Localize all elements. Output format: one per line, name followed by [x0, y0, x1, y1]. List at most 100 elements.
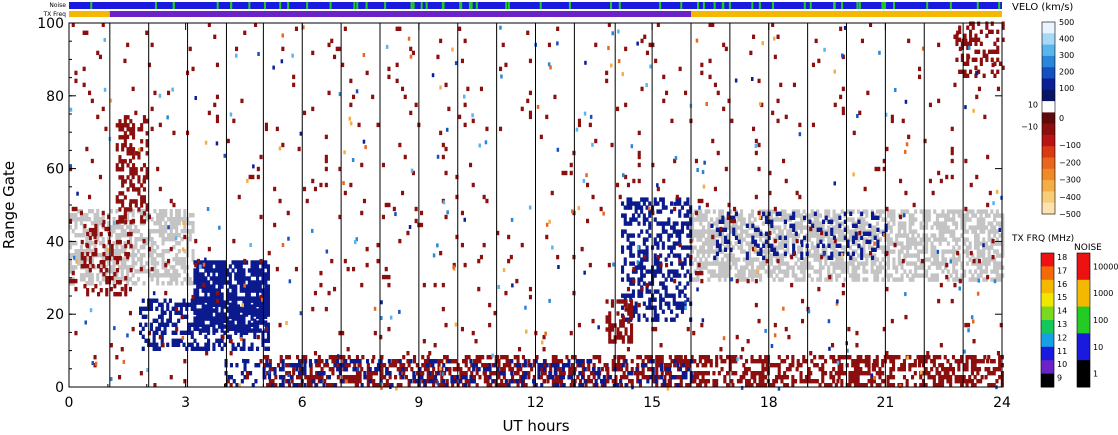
scatter-cell	[228, 326, 232, 331]
scatter-cell	[832, 233, 836, 238]
scatter-cell	[521, 355, 525, 360]
scatter-cell	[74, 213, 78, 218]
scatter-cell	[139, 253, 143, 258]
scatter-cell	[706, 355, 710, 360]
scatter-cell	[105, 292, 109, 297]
scatter-cell	[773, 247, 777, 252]
scatter-cell	[334, 355, 338, 360]
scatter-cell	[935, 265, 939, 270]
scatter-cell	[984, 209, 988, 214]
scatter-cell	[853, 367, 857, 372]
scatter-cell	[426, 375, 430, 380]
scatter-cell	[794, 209, 798, 214]
scatter-cell	[220, 260, 224, 265]
scatter-cell	[234, 346, 238, 351]
scatter-cell	[974, 65, 978, 70]
scatter-cell	[878, 213, 882, 218]
scatter-cell	[762, 243, 766, 248]
scatter-cell	[789, 213, 793, 218]
scatter-cell	[870, 225, 874, 230]
scatter-cell	[996, 69, 1000, 74]
scatter-cell	[810, 379, 814, 384]
scatter-cell	[231, 346, 235, 351]
scatter-cell	[372, 383, 376, 388]
scatter-cell	[933, 257, 937, 262]
scatter-cell	[677, 375, 681, 380]
scatter-cell	[256, 276, 260, 281]
scatter-cell	[605, 70, 609, 76]
scatter-cell	[614, 375, 618, 380]
scatter-cell	[172, 130, 176, 136]
scatter-cell	[876, 257, 880, 262]
scatter-cell	[74, 286, 78, 292]
scatter-cell	[223, 316, 227, 321]
scatter-cell	[342, 375, 346, 380]
scatter-cell	[949, 273, 953, 278]
scatter-cell	[843, 227, 847, 232]
noise-spike	[841, 2, 844, 9]
scatter-cell	[535, 355, 539, 360]
scatter-cell	[71, 278, 75, 284]
scatter-cell	[873, 213, 877, 218]
scatter-cell	[897, 233, 901, 238]
scatter-cell	[134, 225, 138, 230]
scatter-cell	[867, 229, 871, 234]
scatter-cell	[748, 269, 752, 274]
scatter-cell	[960, 379, 964, 384]
scatter-cell	[236, 342, 240, 347]
scatter-cell	[802, 277, 806, 282]
scatter-cell	[118, 191, 122, 196]
scatter-cell	[676, 383, 680, 388]
scatter-cell	[422, 282, 426, 288]
scatter-cell	[900, 249, 904, 254]
scatter-cell	[140, 127, 144, 132]
scatter-cell	[632, 278, 636, 284]
scatter-cell	[576, 375, 580, 380]
scatter-cell	[483, 375, 487, 380]
scatter-cell	[966, 73, 970, 78]
scatter-cell	[951, 355, 955, 360]
scatter-cell	[764, 209, 768, 214]
scatter-cell	[791, 265, 795, 270]
scatter-cell	[903, 225, 907, 230]
scatter-cell	[132, 163, 136, 168]
scatter-cell	[846, 261, 850, 266]
scatter-cell	[624, 102, 628, 108]
scatter-cell	[748, 261, 752, 266]
scatter-cell	[96, 50, 100, 56]
scatter-cell	[829, 261, 833, 266]
scatter-cell	[846, 265, 850, 270]
scatter-cell	[618, 194, 622, 200]
scatter-cell	[266, 371, 270, 376]
scatter-cell	[751, 235, 755, 240]
scatter-cell	[941, 221, 945, 226]
scatter-cell	[715, 363, 719, 368]
scatter-cell	[220, 346, 224, 351]
scatter-cell	[285, 363, 289, 368]
scatter-cell	[848, 355, 852, 360]
scatter-cell	[895, 265, 899, 270]
scatter-cell	[919, 241, 923, 246]
scatter-cell	[868, 239, 872, 244]
scatter-cell	[172, 265, 176, 270]
scatter-cell	[91, 252, 95, 257]
scatter-cell	[553, 367, 557, 372]
scatter-cell	[625, 367, 629, 372]
scatter-cell	[867, 253, 871, 258]
scatter-cell	[77, 249, 81, 254]
scatter-cell	[250, 288, 254, 293]
scatter-cell	[149, 306, 153, 311]
scatter-cell	[687, 363, 691, 368]
scatter-cell	[943, 367, 947, 372]
scatter-cell	[740, 249, 744, 254]
scatter-cell	[121, 183, 125, 188]
scatter-cell	[239, 260, 243, 265]
scatter-cell	[664, 257, 668, 262]
scatter-cell	[862, 359, 866, 364]
scatter-cell	[147, 246, 151, 252]
scatter-cell	[649, 367, 653, 372]
scatter-cell	[824, 231, 828, 236]
scatter-cell	[946, 249, 950, 254]
scatter-cell	[678, 301, 682, 306]
